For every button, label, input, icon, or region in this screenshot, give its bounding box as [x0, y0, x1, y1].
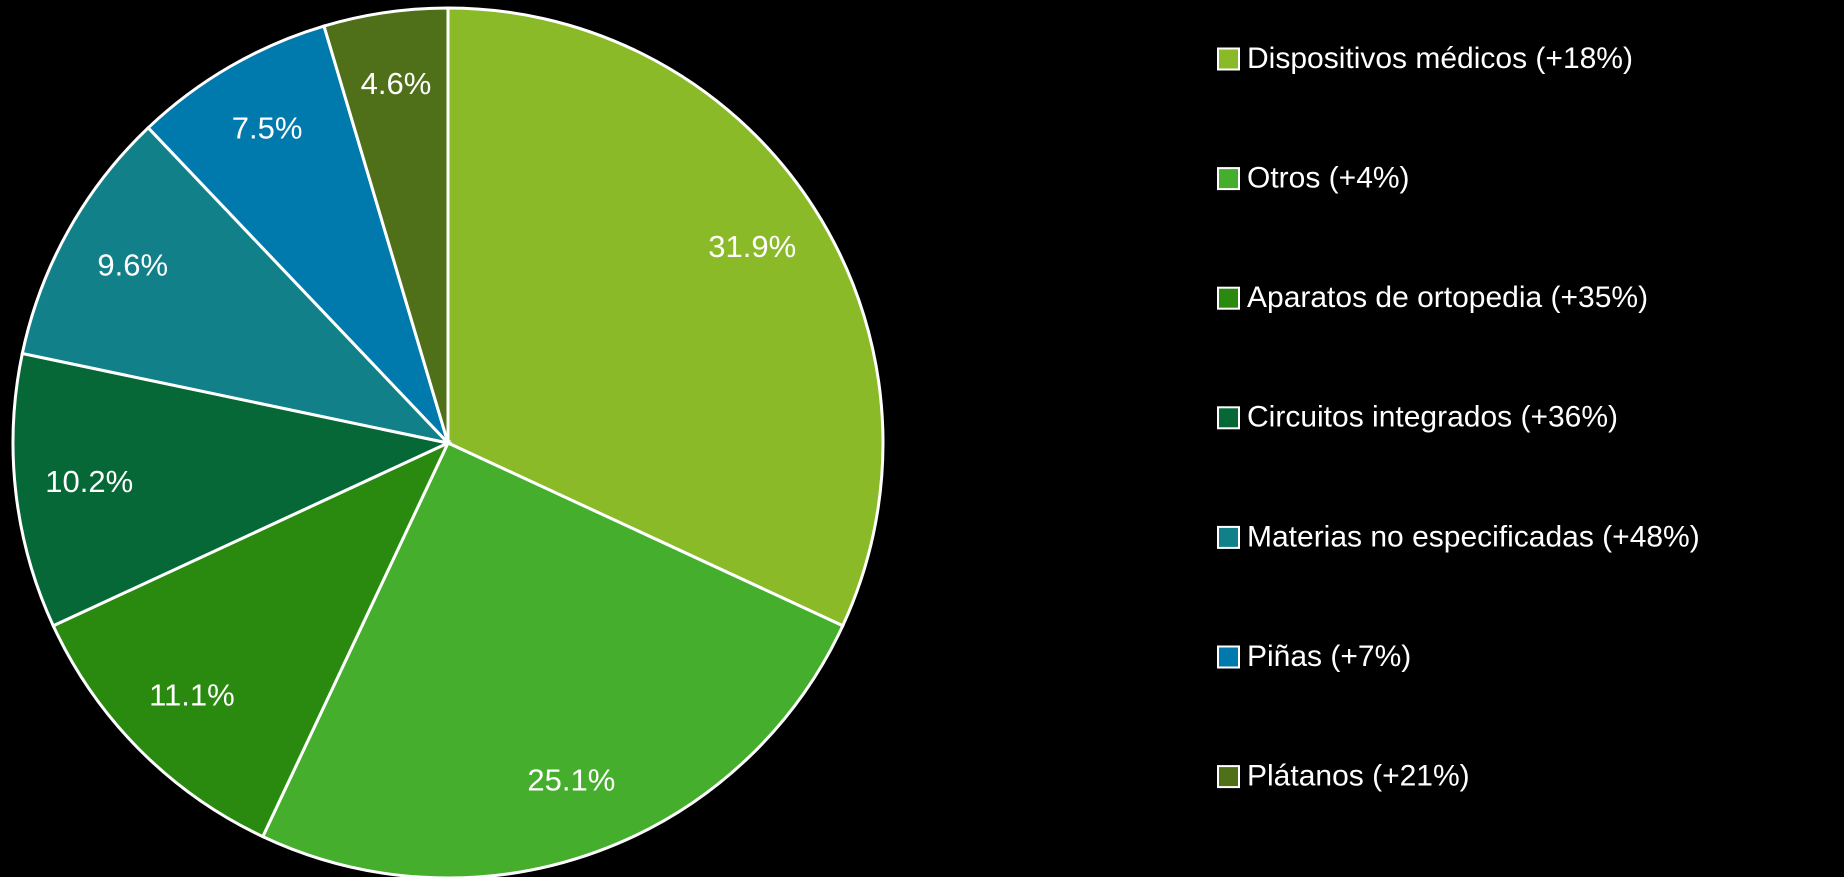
pie-slice	[322, 6, 450, 444]
legend-swatch	[1217, 47, 1240, 71]
pie-slice	[146, 24, 450, 445]
legend-label: Plátanos (+21%)	[1247, 760, 1470, 793]
legend-label: Circuitos integrados (+36%)	[1247, 401, 1618, 434]
value-label: 10.2%	[45, 464, 133, 499]
legend-label: Otros (+4%)	[1247, 162, 1410, 195]
legend-swatch	[1217, 765, 1240, 789]
legend-swatch	[1217, 167, 1240, 191]
pie-slice	[20, 125, 453, 446]
value-label: 11.1%	[149, 678, 235, 713]
legend-swatch	[1217, 286, 1240, 310]
legend-label: Aparatos de ortopedia (+35%)	[1247, 281, 1648, 314]
legend-swatch	[1217, 645, 1240, 669]
value-label: 9.6%	[97, 247, 168, 282]
value-label: 7.5%	[232, 111, 303, 146]
legend-label: Piñas (+7%)	[1247, 640, 1411, 673]
pie-slice	[446, 6, 885, 628]
value-label: 25.1%	[527, 763, 615, 798]
legend-label: Materias no especificadas (+48%)	[1247, 520, 1700, 553]
legend-swatch	[1217, 406, 1240, 430]
pie-slice	[51, 439, 452, 839]
value-label: 31.9%	[708, 229, 796, 264]
value-label: 4.6%	[361, 66, 432, 101]
legend-label: Dispositivos médicos (+18%)	[1247, 42, 1633, 75]
pie-slice	[260, 441, 845, 877]
legend-swatch	[1217, 525, 1240, 549]
